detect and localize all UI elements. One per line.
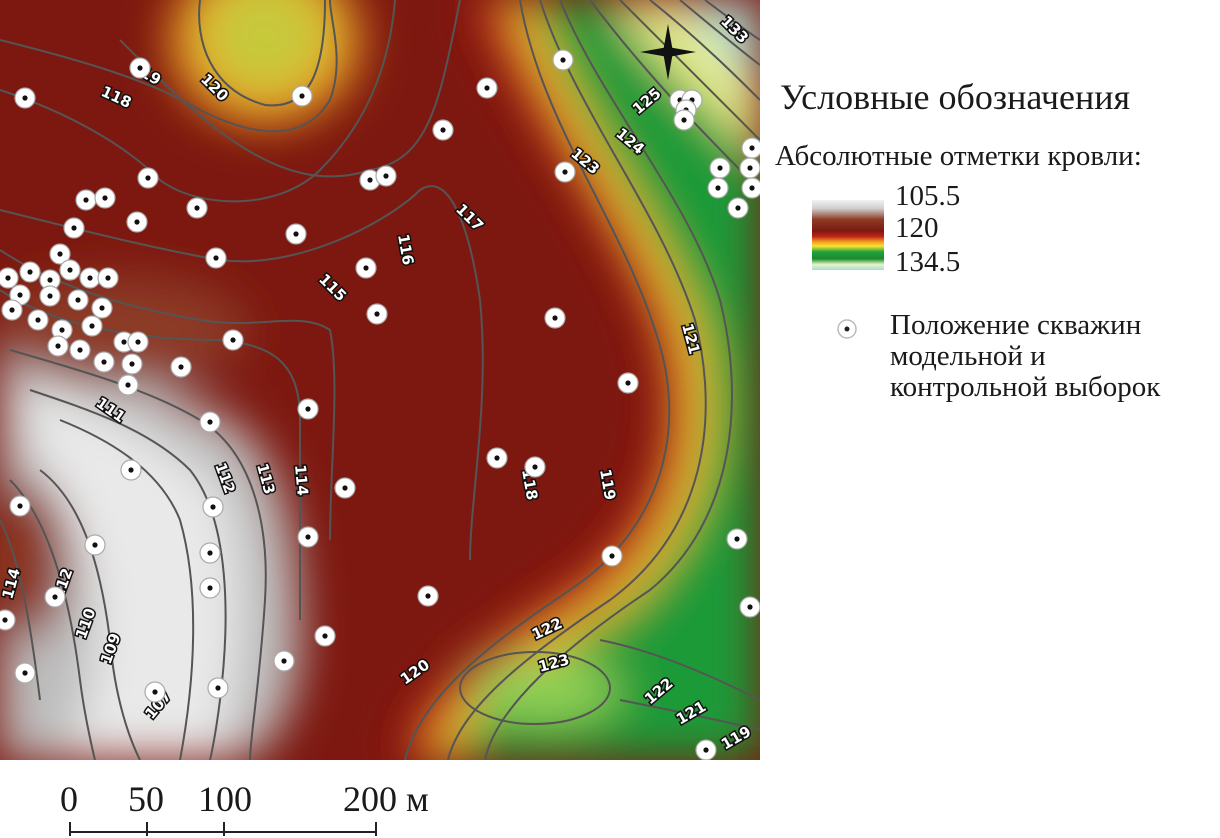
well-marker [127,331,149,353]
well-marker [741,177,760,199]
scale-label-200: 200 м [343,779,429,819]
well-legend-line: контрольной выборок [890,371,1161,403]
well-marker [170,356,192,378]
well-marker [486,447,508,469]
well-legend-line: Положение скважин [890,309,1142,341]
well-marker [0,267,19,289]
well-marker [359,169,381,191]
well-marker [49,243,71,265]
well-marker [673,109,695,131]
well-marker [0,609,16,631]
well-marker [366,303,388,325]
legend-value-max: 134.5 [895,246,961,278]
well-marker [79,267,101,289]
well-marker [199,577,221,599]
well-marker [94,187,116,209]
legend-subtitle: Абсолютные отметки кровли: [775,140,1142,172]
well-marker [707,177,729,199]
well-marker [121,353,143,375]
well-marker [554,161,576,183]
well-legend-label: Положение скважин модельной и контрольно… [890,310,1160,403]
well-marker [273,650,295,672]
well-marker [93,351,115,373]
well-marker [709,157,731,179]
well-marker [117,374,139,396]
scale-label-0: 0 [60,779,78,819]
well-marker [137,167,159,189]
well-marker [314,625,336,647]
well-marker [741,137,760,159]
well-marker [47,335,69,357]
well-marker [205,247,227,269]
well-marker [69,339,91,361]
legend-title: Условные обозначения [780,77,1131,117]
well-marker [552,49,574,71]
well-marker [126,211,148,233]
well-marker [19,261,41,283]
well-marker [97,267,119,289]
well-marker [476,77,498,99]
well-marker [544,307,566,329]
well-marker [297,398,319,420]
well-marker [67,289,89,311]
well-marker [84,534,106,556]
well-marker [199,411,221,433]
well-legend-line: модельной и [890,340,1046,372]
well-marker [695,739,717,760]
well-marker [14,87,36,109]
well-marker [199,542,221,564]
well-marker [91,297,113,319]
well-marker [202,496,224,518]
well-marker [81,315,103,337]
well-marker [291,85,313,107]
well-marker [9,495,31,517]
well-marker [39,285,61,307]
wells-layer [0,49,760,760]
well-marker [726,528,748,550]
well-marker [186,197,208,219]
well-marker [739,596,760,618]
legend-color-bar [812,200,884,270]
well-marker-icon [837,319,857,339]
contour-label: 114 [291,464,312,497]
well-marker [355,257,377,279]
well-marker [375,165,397,187]
north-arrow-icon [640,24,696,80]
well-marker [601,545,623,567]
legend-value-mid: 120 [895,212,939,244]
well-marker [144,681,166,703]
well-marker [75,189,97,211]
well-marker [1,299,23,321]
well-marker [432,119,454,141]
scale-label-50: 50 [128,779,164,819]
scale-ruler [69,822,377,836]
well-marker [120,459,142,481]
well-marker [207,677,229,699]
well-marker [285,223,307,245]
well-marker [59,259,81,281]
legend-value-min: 105.5 [895,180,961,212]
scale-label-100: 100 [198,779,252,819]
well-marker [44,586,66,608]
well-marker [27,309,49,331]
well-marker [739,157,760,179]
contour-map: 119 120 118 117 116 115 111 112 113 114 … [0,0,760,760]
well-marker [727,197,749,219]
scale-bar: 0 50 100 200 м [0,770,460,838]
well-marker [617,372,639,394]
well-marker [417,585,439,607]
well-marker [129,57,151,79]
well-marker [524,456,546,478]
well-marker [334,477,356,499]
well-marker [297,526,319,548]
well-marker [222,329,244,351]
well-marker [14,662,36,684]
well-marker [63,217,85,239]
